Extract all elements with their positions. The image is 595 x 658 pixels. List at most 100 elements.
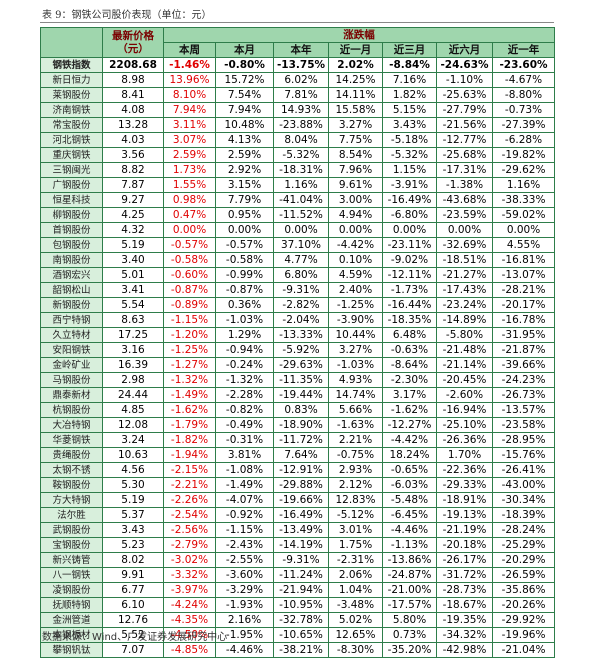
table-body: 钢铁指数 2208.68 -1.46% -0.80% -13.75% 2.02% -8.84… [40,57,556,658]
cell: -26.59% [491,567,556,583]
cell: 0.00% [215,222,274,238]
stock-name: 八一钢铁 [40,567,103,583]
cell: 3.00% [328,192,383,208]
cell: -2.15% [163,462,216,478]
cell: 3.17% [382,387,437,403]
table-head: 最新价格 （元） 涨跌幅 本周 本月 本年 近一月 近三月 近六月 近一年 [40,27,556,58]
cell: -2.31% [328,552,383,568]
cell: -21.56% [436,117,493,133]
table-row: 新日恒力 8.98 13.96% 15.72% 6.02% 14.25% 7.16% -1.1… [40,72,556,88]
stock-name: 济南钢铁 [40,102,103,118]
cell: 9.91 [102,567,164,583]
cell: -32.69% [436,237,493,253]
period-header: 本月 [215,42,274,58]
table-row: 恒星科技 9.27 0.98% 7.79% -41.04% 3.00% -16.49% -43… [40,192,556,208]
cell: -20.17% [491,297,556,313]
cell: -2.82% [273,297,329,313]
table-row: 重庆钢铁 3.56 2.59% 2.59% -5.32% 8.54% -5.32% -25.6… [40,147,556,163]
cell: 0.47% [163,207,216,223]
cell: -1.20% [163,327,216,343]
cell: -14.19% [273,537,329,553]
table-row: 西宁特钢 8.63 -1.15% -1.03% -2.04% -3.90% -18.35% -… [40,312,556,328]
cell: 1.16% [491,177,556,193]
table-row: 武钢股份 3.43 -2.56% -1.15% -13.49% 3.01% -4.46% -2… [40,522,556,538]
cell: -8.84% [382,57,437,73]
cell: -0.89% [163,297,216,313]
cell: -21.00% [382,582,437,598]
cell: -23.58% [491,417,556,433]
cell: -2.54% [163,507,216,523]
cell: -10.65% [273,627,329,643]
cell: 2.12% [328,477,383,493]
stock-name: 重庆钢铁 [40,147,103,163]
cell: -12.11% [382,267,437,283]
cell: -3.29% [215,582,274,598]
table-row: 莱钢股份 8.41 8.10% 7.54% 7.81% 14.11% 1.82% -25.63… [40,87,556,103]
corner [40,27,103,58]
cell: -3.32% [163,567,216,583]
cell: -0.73% [491,102,556,118]
stock-name: 安阳钢铁 [40,342,103,358]
cell: 3.41 [102,282,164,298]
cell: 2.21% [328,432,383,448]
cell: 3.01% [328,522,383,538]
stock-name: 包钢股份 [40,237,103,253]
cell: -38.33% [491,192,556,208]
cell: -16.94% [436,402,493,418]
cell: -2.79% [163,537,216,553]
cell: 14.74% [328,387,383,403]
cell: -2.56% [163,522,216,538]
cell: 7.87 [102,177,164,193]
cell: 7.75% [328,132,383,148]
cell: -4.24% [163,597,216,613]
cell: -18.91% [436,492,493,508]
cell: -23.24% [436,297,493,313]
cell: -1.15% [163,312,216,328]
cell: 13.28 [102,117,164,133]
cell: -27.79% [436,102,493,118]
cell: 5.01 [102,267,164,283]
cell: -1.49% [215,477,274,493]
cell: -27.39% [491,117,556,133]
cell: 10.44% [328,327,383,343]
cell: -25.63% [436,87,493,103]
cell: 8.98 [102,72,164,88]
cell: 0.00% [382,222,437,238]
cell: 6.10 [102,597,164,613]
stock-name: 华菱钢铁 [40,432,103,448]
table-row: 大冶特钢 12.08 -1.79% -0.49% -18.90% -1.63% -12.27… [40,417,556,433]
stock-name: 西宁特钢 [40,312,103,328]
cell: 0.00% [436,222,493,238]
cell: -2.04% [273,312,329,328]
cell: -9.31% [273,282,329,298]
table-row: 韶钢松山 3.41 -0.87% -0.87% -9.31% 2.40% -1.73% -17… [40,282,556,298]
cell: 4.94% [328,207,383,223]
cell: 4.85 [102,402,164,418]
cell: -28.95% [491,432,556,448]
cell: -1.49% [163,387,216,403]
cell: 12.65% [328,627,383,643]
cell: -12.77% [436,132,493,148]
table-row: 太钢不锈 4.56 -2.15% -1.08% -12.91% 2.93% -0.65% -2… [40,462,556,478]
cell: -0.82% [215,402,274,418]
cell: -1.25% [328,297,383,313]
cell: -43.68% [436,192,493,208]
table-row: 马钢股份 2.98 -1.32% -1.32% -11.35% 4.93% -2.30% -2… [40,372,556,388]
cell: -1.93% [215,597,274,613]
cell: -3.60% [215,567,274,583]
cell: 4.25 [102,207,164,223]
period-header: 近三月 [382,42,437,58]
cell: -29.92% [491,612,556,628]
cell: 7.79% [215,192,274,208]
stock-name: 大冶特钢 [40,417,103,433]
cell: 14.25% [328,72,383,88]
cell: -0.87% [163,282,216,298]
source-note: 数据来源：Wind、广发证券发展研究中心 [42,632,228,643]
cell: -29.33% [436,477,493,493]
stock-name: 常宝股份 [40,117,103,133]
table-row: 钢铁指数 2208.68 -1.46% -0.80% -13.75% 2.02% -8.84… [40,57,556,73]
stock-name: 鼎泰新材 [40,387,103,403]
cell: -1.32% [215,372,274,388]
cell: -11.35% [273,372,329,388]
table-row: 金岭矿业 16.39 -1.27% -0.24% -29.63% -1.03% -8.64%… [40,357,556,373]
